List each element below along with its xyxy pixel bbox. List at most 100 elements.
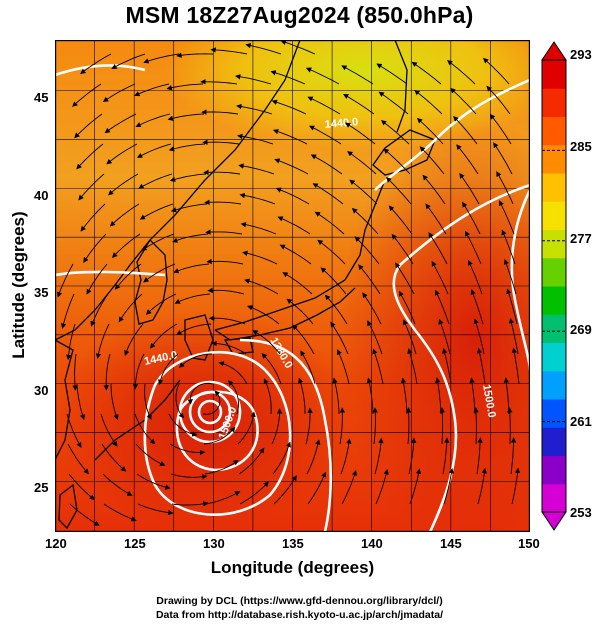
wind-streamline bbox=[168, 413, 198, 437]
wind-streamline bbox=[510, 437, 517, 475]
wind-streamline bbox=[143, 263, 176, 283]
wind-streamline bbox=[362, 292, 382, 325]
wind-streamline bbox=[428, 232, 448, 265]
wind-streamline bbox=[201, 109, 239, 115]
wind-streamline bbox=[489, 113, 512, 145]
wind-streamline bbox=[78, 173, 105, 201]
map-frame bbox=[55, 40, 530, 532]
wind-streamline bbox=[218, 361, 248, 385]
wind-streamline bbox=[442, 347, 452, 385]
wind-streamline bbox=[275, 187, 310, 205]
wind-streamline bbox=[380, 120, 410, 145]
lat-tick-label: 35 bbox=[34, 285, 49, 300]
wind-streamline bbox=[349, 179, 378, 205]
colorbar-cell bbox=[542, 427, 566, 456]
wind-streamline bbox=[65, 323, 76, 361]
colorbar-tick-label: 293 bbox=[570, 47, 592, 62]
wind-streamline bbox=[407, 348, 418, 385]
wind-streamline bbox=[375, 468, 389, 505]
wind-streamline bbox=[210, 47, 248, 55]
wind-streamline bbox=[354, 236, 380, 265]
wind-streamline bbox=[391, 233, 414, 265]
wind-streamline bbox=[343, 93, 375, 115]
colorbar-cell bbox=[542, 483, 566, 513]
wind-streamline bbox=[374, 437, 384, 475]
wind-streamline bbox=[358, 264, 381, 295]
warm-region-typhoon bbox=[55, 310, 355, 530]
wind-streamline bbox=[236, 103, 273, 115]
wind-streamline bbox=[178, 353, 213, 368]
wind-streamline bbox=[237, 411, 256, 445]
wind-streamline bbox=[367, 320, 383, 355]
wind-streamline bbox=[80, 203, 106, 232]
x-axis-label: Longitude (degrees) bbox=[210, 558, 375, 577]
wind-streamline bbox=[280, 40, 316, 55]
wind-streamline bbox=[103, 353, 111, 391]
credit-line-1: Drawing by DCL (https://www.gfd-dennou.o… bbox=[156, 595, 443, 607]
wind-streamline bbox=[174, 293, 211, 304]
contour-1500-east bbox=[392, 183, 530, 532]
wind-streamline bbox=[132, 353, 145, 390]
lat-tick-label: 45 bbox=[34, 90, 49, 105]
colorbar-cell bbox=[542, 173, 566, 202]
wind-streamline bbox=[150, 323, 178, 349]
wind-streamline bbox=[141, 233, 175, 251]
wind-streamline bbox=[239, 192, 276, 205]
colorbar-cell bbox=[542, 286, 566, 315]
wind-streamline bbox=[312, 183, 344, 205]
wind-streamline bbox=[145, 293, 177, 315]
colorbar-cell bbox=[542, 88, 566, 117]
wind-streamline bbox=[169, 443, 206, 456]
wind-streamline bbox=[425, 203, 447, 235]
colorbar-cell bbox=[542, 455, 566, 485]
wind-streamline bbox=[279, 244, 312, 265]
wind-streamline bbox=[320, 267, 347, 295]
colorbar-tick-label: 285 bbox=[570, 139, 592, 154]
wind-streamline bbox=[261, 353, 282, 385]
contour-far-east bbox=[510, 189, 530, 371]
wind-streamline bbox=[100, 413, 118, 447]
wind-streamline bbox=[240, 222, 277, 235]
wind-streamline bbox=[431, 260, 449, 295]
colorbar-cell bbox=[542, 116, 566, 146]
colorbar-tick-label: 277 bbox=[570, 231, 592, 246]
contour-typhoon-ring-4 bbox=[197, 399, 223, 425]
coast-taiwan bbox=[58, 483, 78, 530]
wind-streamline bbox=[476, 437, 483, 475]
chart-title: MSM 18Z27Aug2024 (850.0hPa) bbox=[125, 2, 474, 28]
wind-streamline bbox=[110, 383, 119, 421]
wind-streamline bbox=[104, 113, 137, 134]
wind-streamline bbox=[238, 163, 275, 175]
wind-streamline bbox=[416, 117, 444, 145]
wind-streamline bbox=[176, 52, 214, 58]
wind-streamline bbox=[135, 113, 171, 128]
wind-streamline bbox=[482, 57, 510, 85]
wind-streamline bbox=[136, 473, 171, 490]
lon-tick-label: 130 bbox=[203, 536, 225, 551]
colorbar-frame bbox=[541, 59, 567, 513]
wind-streamline bbox=[187, 382, 214, 405]
wind-streamline bbox=[242, 250, 278, 265]
wind-streamline bbox=[139, 203, 174, 220]
wind-streamline bbox=[317, 239, 346, 265]
wind-streamline bbox=[272, 129, 308, 145]
lon-tick-label: 125 bbox=[124, 536, 146, 551]
wind-streamline bbox=[499, 200, 515, 235]
wind-streamline bbox=[57, 263, 74, 298]
wind-streamline bbox=[95, 323, 110, 359]
wind-streamline bbox=[398, 290, 416, 325]
lon-tick-label: 135 bbox=[282, 536, 304, 551]
wind-streamline bbox=[388, 205, 413, 235]
coast-kyushu bbox=[184, 314, 214, 361]
wind-streamline bbox=[101, 443, 127, 472]
wind-streamline bbox=[274, 158, 309, 175]
contour-1440-outer bbox=[143, 350, 292, 516]
wind-streamline bbox=[74, 113, 103, 139]
contour-mid-west bbox=[55, 270, 166, 277]
wind-streamline bbox=[411, 61, 442, 85]
colorbar-cell bbox=[542, 342, 566, 372]
wind-streamline bbox=[473, 407, 479, 445]
wind-streamline bbox=[351, 207, 379, 235]
wind-streamline bbox=[450, 87, 477, 115]
wind-streamline bbox=[76, 143, 104, 170]
